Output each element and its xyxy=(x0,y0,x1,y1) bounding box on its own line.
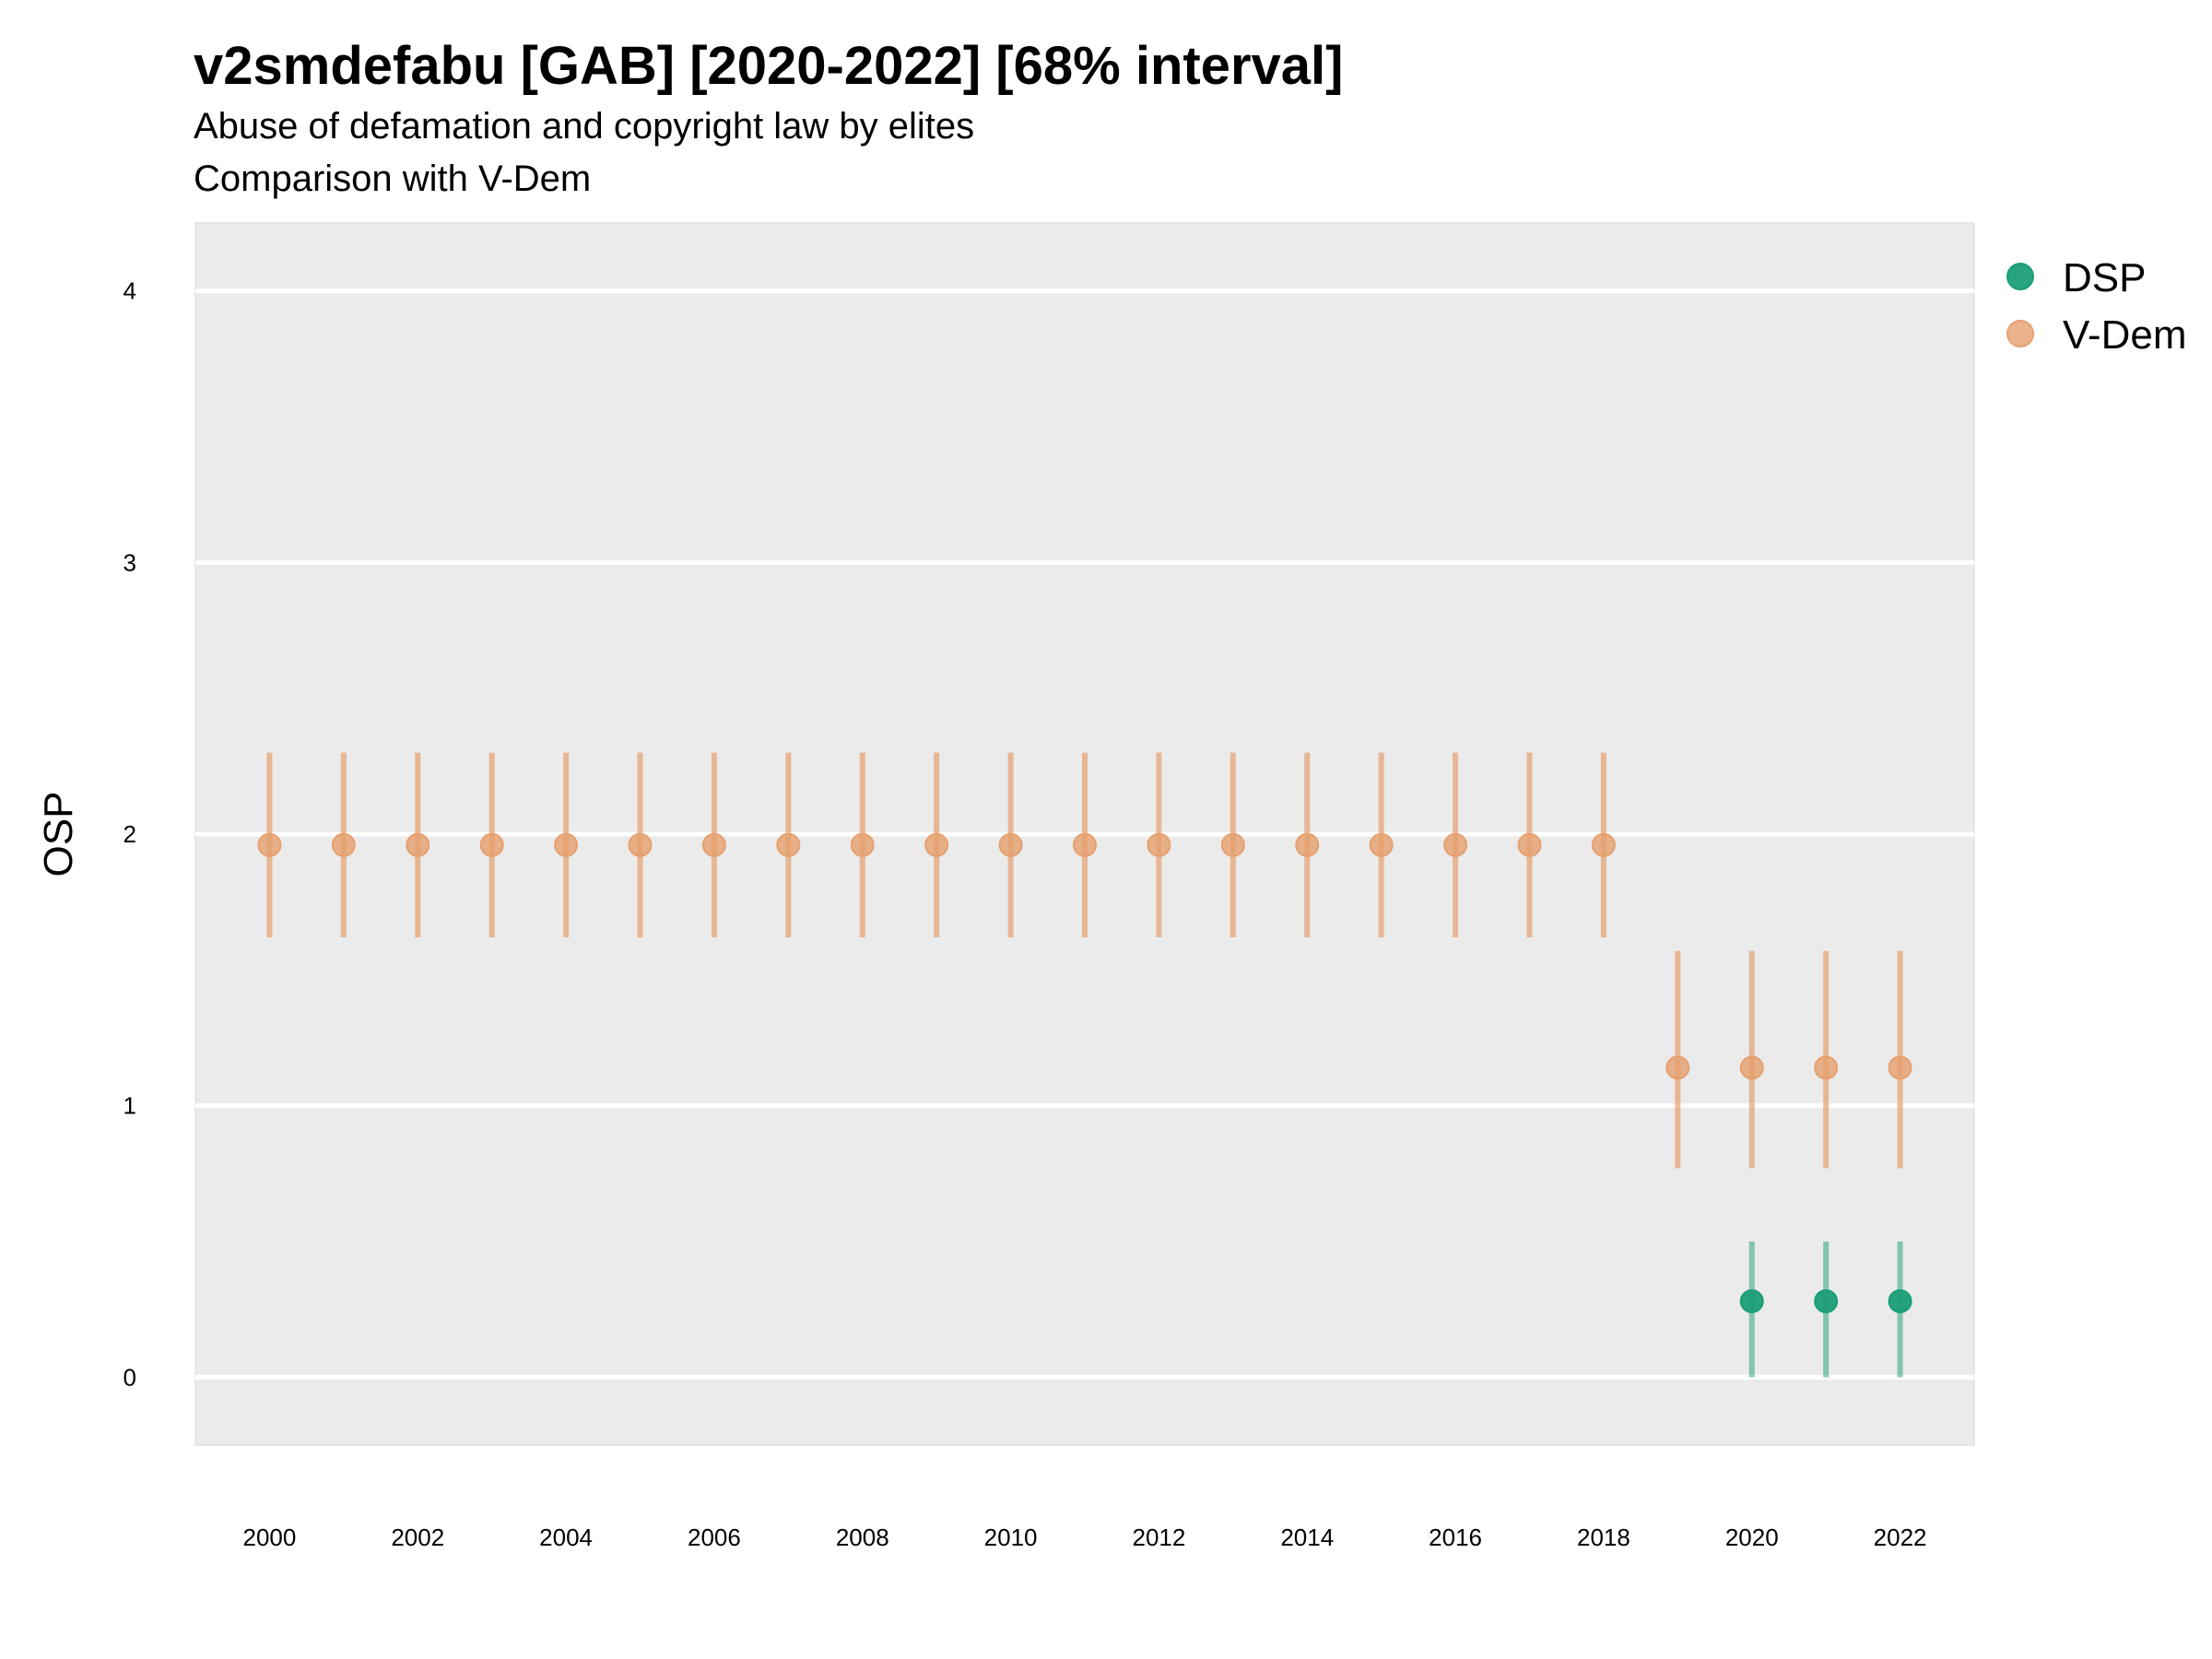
chart-subtitle: Abuse of defamation and copyright law by… xyxy=(194,106,975,147)
x-tick-label: 2016 xyxy=(1429,1524,1482,1551)
y-tick-label: 0 xyxy=(124,1363,136,1391)
chart-subtitle-comparison: Comparison with V-Dem xyxy=(194,159,592,199)
legend-label-dsp: DSP xyxy=(2063,255,2146,300)
v-dem-point xyxy=(998,832,1023,857)
v-dem-point xyxy=(701,832,726,857)
legend-label-v-dem: V-Dem xyxy=(2063,312,2186,358)
v-dem-point xyxy=(406,832,430,857)
legend: DSP V-Dem xyxy=(2006,255,2186,358)
y-tick-label: 2 xyxy=(124,820,136,848)
v-dem-point xyxy=(1591,832,1616,857)
x-tick-label: 2000 xyxy=(242,1524,296,1551)
y-tick-label: 4 xyxy=(124,277,136,305)
v-dem-point xyxy=(1220,832,1245,857)
v-dem-point xyxy=(1443,832,1468,857)
v-dem-point xyxy=(1665,1055,1690,1080)
v-dem-point xyxy=(1295,832,1320,857)
x-tick-label: 2010 xyxy=(984,1524,1038,1551)
x-tick-label: 2006 xyxy=(688,1524,741,1551)
y-axis-ticks: 0 1 2 3 4 xyxy=(124,277,136,1392)
v-dem-point xyxy=(554,832,579,857)
dsp-point xyxy=(1739,1288,1764,1313)
x-tick-label: 2002 xyxy=(391,1524,444,1551)
x-tick-label: 2018 xyxy=(1577,1524,1630,1551)
v-dem-point xyxy=(1369,832,1394,857)
x-tick-label: 2008 xyxy=(836,1524,889,1551)
v-dem-point xyxy=(1073,832,1097,857)
x-tick-label: 2022 xyxy=(1874,1524,1927,1551)
v-dem-point xyxy=(1147,832,1171,857)
y-axis-label: OSP xyxy=(36,792,81,877)
dsp-point xyxy=(1814,1288,1839,1313)
v-dem-point xyxy=(1517,832,1542,857)
x-tick-label: 2020 xyxy=(1725,1524,1779,1551)
x-tick-label: 2014 xyxy=(1280,1524,1334,1551)
v-dem-point xyxy=(628,832,653,857)
x-axis-ticks: 2000 2002 2004 2006 2008 2010 2012 2014 2016 2018… xyxy=(242,1524,1926,1551)
v-dem-point xyxy=(1739,1055,1764,1080)
dsp-point xyxy=(1888,1288,1912,1313)
v-dem-point xyxy=(479,832,504,857)
v-dem-point xyxy=(1814,1055,1839,1080)
v-dem-point xyxy=(850,832,875,857)
x-tick-label: 2012 xyxy=(1132,1524,1185,1551)
v-dem-point xyxy=(257,832,282,857)
data-marks xyxy=(257,752,1912,1378)
v-dem-point xyxy=(1888,1055,1912,1080)
y-tick-label: 1 xyxy=(124,1092,136,1120)
y-tick-label: 3 xyxy=(124,548,136,576)
legend-key-v-dem xyxy=(2006,320,2034,347)
chart-title: v2smdefabu [GAB] [2020-2022] [68% interv… xyxy=(194,36,1344,96)
v-dem-point xyxy=(331,832,356,857)
x-tick-label: 2004 xyxy=(539,1524,593,1551)
legend-key-dsp xyxy=(2006,263,2034,290)
v-dem-point xyxy=(776,832,801,857)
v-dem-point xyxy=(924,832,949,857)
